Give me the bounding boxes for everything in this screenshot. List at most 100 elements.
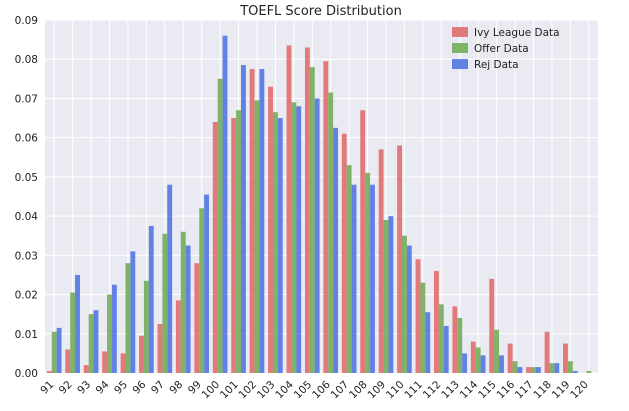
- bar-ivy-league-data: [397, 145, 402, 373]
- y-tick-label: 0.04: [15, 211, 39, 223]
- bar-ivy-league-data: [526, 367, 532, 373]
- x-tick-label: 115: [476, 379, 499, 402]
- x-tick-label: 108: [347, 379, 370, 402]
- bar-offer-data: [402, 235, 407, 373]
- bar-rej-data: [93, 310, 99, 373]
- bar-rej-data: [333, 127, 339, 373]
- bar-offer-data: [567, 361, 573, 373]
- bar-ivy-league-data: [323, 61, 329, 374]
- bar-offer-data: [199, 208, 205, 373]
- bar-offer-data: [51, 331, 57, 373]
- y-tick-label: 0.03: [15, 250, 38, 262]
- y-tick-label: 0.00: [15, 368, 38, 380]
- bar-rej-data: [167, 184, 173, 373]
- bar-rej-data: [388, 216, 394, 373]
- bar-ivy-league-data: [46, 371, 52, 373]
- x-tick-label: 110: [384, 379, 407, 402]
- bar-ivy-league-data: [249, 69, 255, 373]
- bar-ivy-league-data: [433, 271, 439, 373]
- bar-ivy-league-data: [378, 149, 384, 373]
- legend-label: Rej Data: [474, 59, 519, 71]
- x-tick-label: 100: [200, 379, 223, 402]
- x-tick-label: 94: [94, 378, 112, 396]
- bar-rej-data: [56, 327, 62, 373]
- bar-offer-data: [236, 110, 241, 374]
- bar-rej-data: [554, 363, 560, 373]
- bar-ivy-league-data: [231, 118, 237, 373]
- bar-offer-data: [107, 294, 112, 373]
- legend-swatch: [452, 27, 468, 37]
- x-tick-label: 98: [167, 379, 185, 397]
- x-tick-label: 118: [531, 379, 554, 402]
- bar-rej-data: [259, 69, 265, 373]
- bar-rej-data: [425, 312, 431, 373]
- bar-ivy-league-data: [563, 343, 568, 373]
- x-tick-label: 103: [255, 379, 278, 402]
- bar-rej-data: [480, 355, 486, 373]
- legend-swatch: [452, 59, 468, 69]
- x-tick-label: 107: [329, 379, 352, 402]
- bar-ivy-league-data: [212, 121, 218, 373]
- y-tick-label: 0.02: [15, 290, 38, 302]
- legend-swatch: [452, 43, 468, 53]
- bar-offer-data: [549, 363, 555, 373]
- bar-rej-data: [517, 367, 523, 373]
- x-tick-label: 102: [236, 379, 259, 402]
- x-tick-label: 93: [75, 379, 93, 397]
- bar-offer-data: [143, 280, 149, 373]
- x-tick-label: 96: [131, 378, 149, 396]
- bar-offer-data: [365, 172, 371, 373]
- bar-offer-data: [180, 231, 186, 373]
- bar-ivy-league-data: [452, 306, 458, 373]
- bar-rej-data: [130, 251, 136, 373]
- x-tick-label: 97: [149, 379, 167, 397]
- bar-rej-data: [370, 184, 375, 373]
- bar-rej-data: [535, 367, 541, 373]
- bar-ivy-league-data: [194, 263, 200, 373]
- x-tick-label: 113: [439, 379, 462, 402]
- bar-rej-data: [462, 353, 468, 373]
- bar-rej-data: [314, 98, 320, 373]
- bar-rej-data: [111, 284, 117, 373]
- bar-offer-data: [531, 367, 536, 373]
- bar-offer-data: [475, 347, 481, 373]
- bar-ivy-league-data: [268, 86, 273, 374]
- bar-offer-data: [586, 371, 592, 373]
- bar-ivy-league-data: [341, 133, 347, 373]
- bar-rej-data: [351, 184, 357, 373]
- bar-rej-data: [75, 274, 80, 373]
- x-tick-label: 104: [273, 378, 296, 401]
- x-tick-label: 112: [421, 379, 444, 402]
- bar-offer-data: [457, 318, 463, 373]
- legend-label: Ivy League Data: [474, 27, 560, 39]
- bar-rej-data: [222, 35, 228, 373]
- bar-ivy-league-data: [304, 47, 310, 374]
- bar-rej-data: [499, 355, 504, 373]
- x-tick-label: 95: [112, 379, 130, 397]
- x-tick-label: 114: [458, 378, 481, 401]
- y-tick-label: 0.06: [15, 133, 39, 145]
- bar-rej-data: [185, 245, 191, 373]
- x-tick-label: 101: [218, 379, 241, 402]
- bar-rej-data: [148, 225, 154, 373]
- bar-ivy-league-data: [470, 341, 476, 373]
- x-tick-label: 106: [310, 378, 333, 401]
- bar-offer-data: [309, 67, 315, 373]
- bar-ivy-league-data: [507, 343, 513, 373]
- x-tick-label: 116: [495, 378, 518, 401]
- bar-offer-data: [125, 263, 131, 373]
- y-tick-label: 0.07: [15, 93, 38, 105]
- bar-offer-data: [88, 314, 94, 373]
- bar-ivy-league-data: [83, 365, 89, 373]
- bar-offer-data: [438, 304, 444, 373]
- chart-title: TOEFL Score Distribution: [239, 4, 402, 19]
- bar-ivy-league-data: [489, 278, 495, 373]
- x-tick-label: 92: [57, 379, 75, 397]
- bar-ivy-league-data: [65, 349, 71, 373]
- bar-offer-data: [162, 233, 168, 373]
- bar-rej-data: [406, 245, 412, 373]
- y-tick-label: 0.01: [15, 329, 38, 341]
- bar-offer-data: [328, 92, 334, 373]
